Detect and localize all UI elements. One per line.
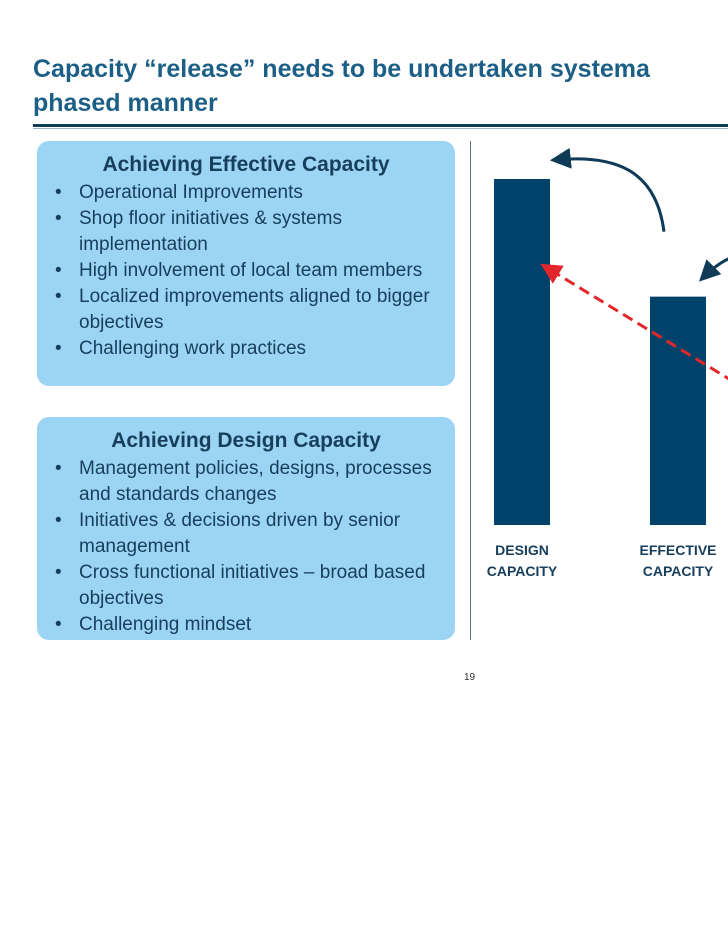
list-item: • Initiatives & decisions driven by senio… xyxy=(41,508,455,560)
list-item-text: Cross functional initiatives – broad bas… xyxy=(79,562,426,609)
page-number: 19 xyxy=(464,672,476,683)
bullet: • xyxy=(55,182,62,203)
title-line-2: phased manner xyxy=(33,89,218,117)
list-item-text: Operational Improvements xyxy=(79,182,303,203)
red-dashed-trend-arrow xyxy=(540,263,728,381)
list-item-text: Challenging work practices xyxy=(79,338,307,359)
tick-label: CAPACITY xyxy=(487,563,558,579)
effective-capacity-list: • Operational Improvements • Shop floor in… xyxy=(37,180,455,362)
bar-design xyxy=(494,179,550,525)
list-item: • Challenging mindset xyxy=(41,612,455,638)
design-capacity-heading: Achieving Design Capacity xyxy=(111,429,381,452)
bullet: • xyxy=(55,510,62,531)
bullet: • xyxy=(55,458,62,479)
list-item: • Shop floor initiatives & systems implem… xyxy=(41,206,455,258)
list-item-text: Shop floor initiatives & systems impleme… xyxy=(79,208,342,255)
bullet: • xyxy=(55,614,62,635)
bullet: • xyxy=(55,286,62,307)
effective-capacity-heading: Achieving Effective Capacity xyxy=(102,153,390,176)
title-rule xyxy=(33,124,728,127)
bullet: • xyxy=(55,208,62,229)
list-item-text: Initiatives & decisions driven by senior… xyxy=(79,510,401,557)
list-item-text: Management policies, designs, processes … xyxy=(79,458,432,505)
list-item-text: High involvement of local team members xyxy=(79,260,423,281)
list-item: • Challenging work practices xyxy=(41,336,455,362)
curved-arrow-design xyxy=(549,147,666,232)
curved-arrow-effective xyxy=(699,257,728,282)
title-line-1: Capacity “release” needs to be undertake… xyxy=(33,55,650,83)
list-item: • Localized improvements aligned to bigge… xyxy=(41,284,455,336)
design-capacity-list: • Management policies, designs, processes… xyxy=(37,456,455,638)
title-rule-thin xyxy=(33,128,728,129)
tick-label: DESIGN xyxy=(495,542,549,558)
bullet: • xyxy=(55,260,62,281)
slide-title: Capacity “release” needs to be undertake… xyxy=(33,52,728,120)
list-item-text: Challenging mindset xyxy=(79,614,252,635)
capacity-chart: DESIGN CAPACITY EFFECTIVE CAPACITY xyxy=(487,147,728,579)
design-capacity-box: Achieving Design Capacity • Management po… xyxy=(37,417,455,640)
bullet: • xyxy=(55,338,62,359)
list-item: • Cross functional initiatives – broad ba… xyxy=(41,560,455,612)
list-item: • Operational Improvements xyxy=(41,180,455,206)
bar-effective xyxy=(650,296,706,525)
list-item: • Management policies, designs, processes… xyxy=(41,456,455,508)
list-item: • High involvement of local team members xyxy=(41,258,455,284)
tick-label: CAPACITY xyxy=(643,563,714,579)
tick-label: EFFECTIVE xyxy=(639,542,716,558)
effective-capacity-box: Achieving Effective Capacity • Operationa… xyxy=(37,141,455,386)
vertical-divider xyxy=(470,141,471,640)
list-item-text: Localized improvements aligned to bigger… xyxy=(79,286,430,333)
bullet: • xyxy=(55,562,62,583)
